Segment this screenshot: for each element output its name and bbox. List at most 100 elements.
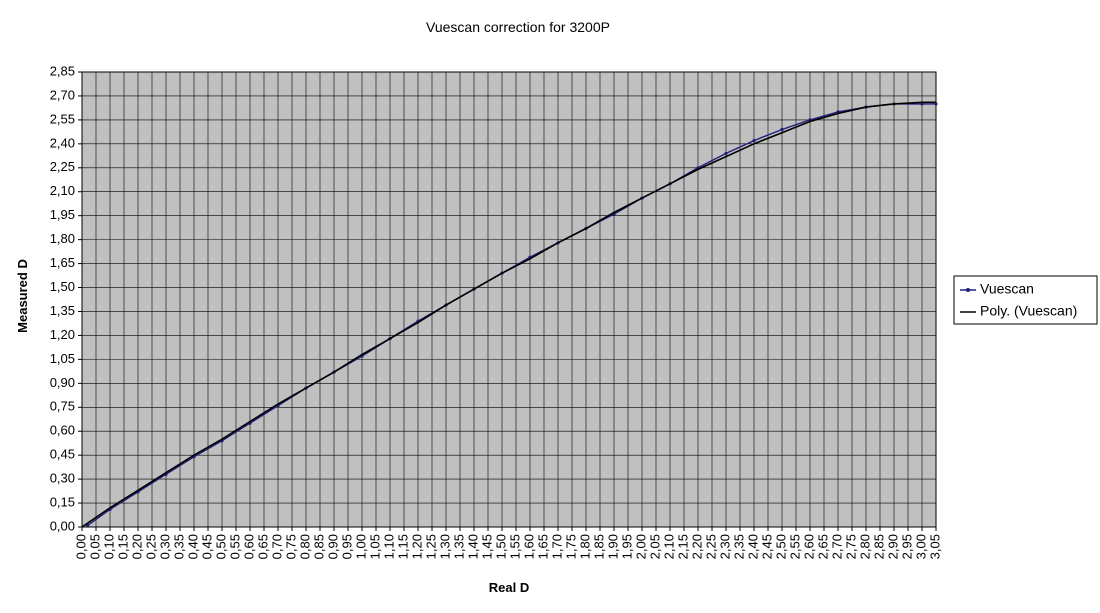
y-axis-title: Measured D [15, 259, 30, 333]
x-tick-label: 2,55 [787, 534, 802, 559]
x-tick-label: 0,40 [185, 534, 200, 559]
x-tick-label: 1,55 [507, 534, 522, 559]
x-tick-label: 2,30 [717, 534, 732, 559]
x-tick-label: 2,25 [703, 534, 718, 559]
y-axis: 0,00 0,15 0,30 0,45 0,60 0,75 0,90 1,05 1,20 1,35… [50, 63, 82, 533]
x-tick-label: 2,50 [773, 534, 788, 559]
x-tick-label: 3,05 [927, 534, 942, 559]
x-tick-label: 1,85 [591, 534, 606, 559]
y-tick-label: 2,55 [50, 111, 75, 126]
x-tick-label: 2,20 [689, 534, 704, 559]
y-tick-label: 2,25 [50, 159, 75, 174]
x-tick-label: 2,60 [801, 534, 816, 559]
x-tick-label: 1,65 [535, 534, 550, 559]
y-tick-label: 0,15 [50, 494, 75, 509]
x-tick-label: 2,10 [661, 534, 676, 559]
x-tick-label: 0,10 [101, 534, 116, 559]
data-point [780, 127, 784, 132]
x-tick-label: 0,45 [199, 534, 214, 559]
y-tick-label: 2,70 [50, 87, 75, 102]
chart-title: Vuescan correction for 3200P [426, 19, 610, 35]
data-point [752, 139, 756, 143]
x-tick-label: 1,30 [437, 534, 452, 559]
x-tick-label: 1,25 [423, 534, 438, 559]
x-tick-label: 1,75 [563, 534, 578, 559]
x-tick-label: 2,45 [759, 534, 774, 559]
x-tick-label: 1,35 [451, 534, 466, 559]
x-tick-label: 2,80 [857, 534, 872, 559]
x-tick-label: 0,85 [311, 534, 326, 559]
y-tick-label: 0,60 [50, 423, 75, 438]
x-tick-label: 1,10 [381, 534, 396, 559]
x-tick-label: 1,60 [521, 534, 536, 559]
x-tick-label: 0,90 [325, 534, 340, 559]
data-point [724, 151, 728, 156]
x-tick-label: 2,85 [871, 534, 886, 559]
x-tick-label: 1,40 [465, 534, 480, 559]
x-tick-label: 2,70 [829, 534, 844, 559]
x-tick-label: 1,70 [549, 534, 564, 559]
legend-box [953, 275, 1098, 325]
x-tick-label: 1,80 [577, 534, 592, 559]
x-tick-label: 0,65 [255, 534, 270, 559]
y-tick-label: 2,40 [50, 135, 75, 150]
x-tick-label: 0,80 [297, 534, 312, 559]
y-tick-label: 2,10 [50, 183, 75, 198]
x-tick-label: 2,05 [647, 534, 662, 559]
y-tick-label: 2,85 [50, 63, 75, 78]
x-tick-label: 2,95 [899, 534, 914, 559]
x-tick-label: 0,50 [213, 534, 228, 559]
x-tick-label: 1,05 [367, 534, 382, 559]
y-tick-label: 0,45 [50, 447, 75, 462]
x-tick-label: 0,20 [129, 534, 144, 559]
x-tick-label: 0,60 [241, 534, 256, 559]
x-tick-label: 0,05 [87, 534, 102, 559]
x-tick-label: 2,75 [843, 534, 858, 559]
x-tick-label: 3,00 [913, 534, 928, 559]
x-tick-label: 2,90 [885, 534, 900, 559]
x-tick-label: 2,15 [675, 534, 690, 559]
legend-marker-vuescan [966, 288, 970, 292]
x-tick-label: 1,45 [479, 534, 494, 559]
y-tick-label: 1,50 [50, 279, 75, 294]
y-tick-label: 0,75 [50, 399, 75, 414]
y-tick-label: 0,90 [50, 375, 75, 390]
x-tick-label: 0,75 [283, 534, 298, 559]
grid [81, 71, 937, 528]
x-tick-label: 1,00 [353, 534, 368, 559]
legend-label-vuescan: Vuescan [980, 281, 1034, 297]
data-point [934, 102, 938, 106]
x-tick-label: 2,40 [745, 534, 760, 559]
y-tick-label: 0,30 [50, 471, 75, 486]
plot-border [81, 71, 937, 528]
x-tick-label: 0,70 [269, 534, 284, 559]
y-tick-label: 1,80 [50, 231, 75, 246]
legend-label-poly-vuescan: Poly. (Vuescan) [980, 303, 1077, 319]
x-tick-label: 2,65 [815, 534, 830, 559]
series-layer [81, 101, 938, 528]
x-tick-label: 2,00 [633, 534, 648, 559]
y-tick-label: 1,95 [50, 207, 75, 222]
x-tick-label: 2,35 [731, 534, 746, 559]
y-tick-label: 1,65 [50, 255, 75, 270]
x-tick-label: 0,95 [339, 534, 354, 559]
x-tick-label: 0,15 [115, 534, 130, 559]
x-tick-label: 1,20 [409, 534, 424, 559]
x-tick-label: 1,95 [619, 534, 634, 559]
plot-area [82, 72, 936, 527]
x-tick-label: 0,35 [171, 534, 186, 559]
x-axis: 0,00 0,05 0,10 0,15 0,20 0,25 0,30 0,35 0,40 0,45… [73, 527, 942, 559]
x-tick-label: 1,15 [395, 534, 410, 559]
series-line-poly-vuescan [81, 101, 936, 528]
x-tick-label: 0,25 [143, 534, 158, 559]
y-tick-label: 1,35 [50, 303, 75, 318]
x-tick-label: 1,90 [605, 534, 620, 559]
x-tick-label: 0,00 [73, 534, 88, 559]
legend: Vuescan Poly. (Vuescan) [953, 275, 1098, 325]
y-tick-label: 0,00 [50, 518, 75, 533]
x-tick-label: 0,30 [157, 534, 172, 559]
x-tick-label: 0,55 [227, 534, 242, 559]
y-tick-label: 1,05 [50, 351, 75, 366]
